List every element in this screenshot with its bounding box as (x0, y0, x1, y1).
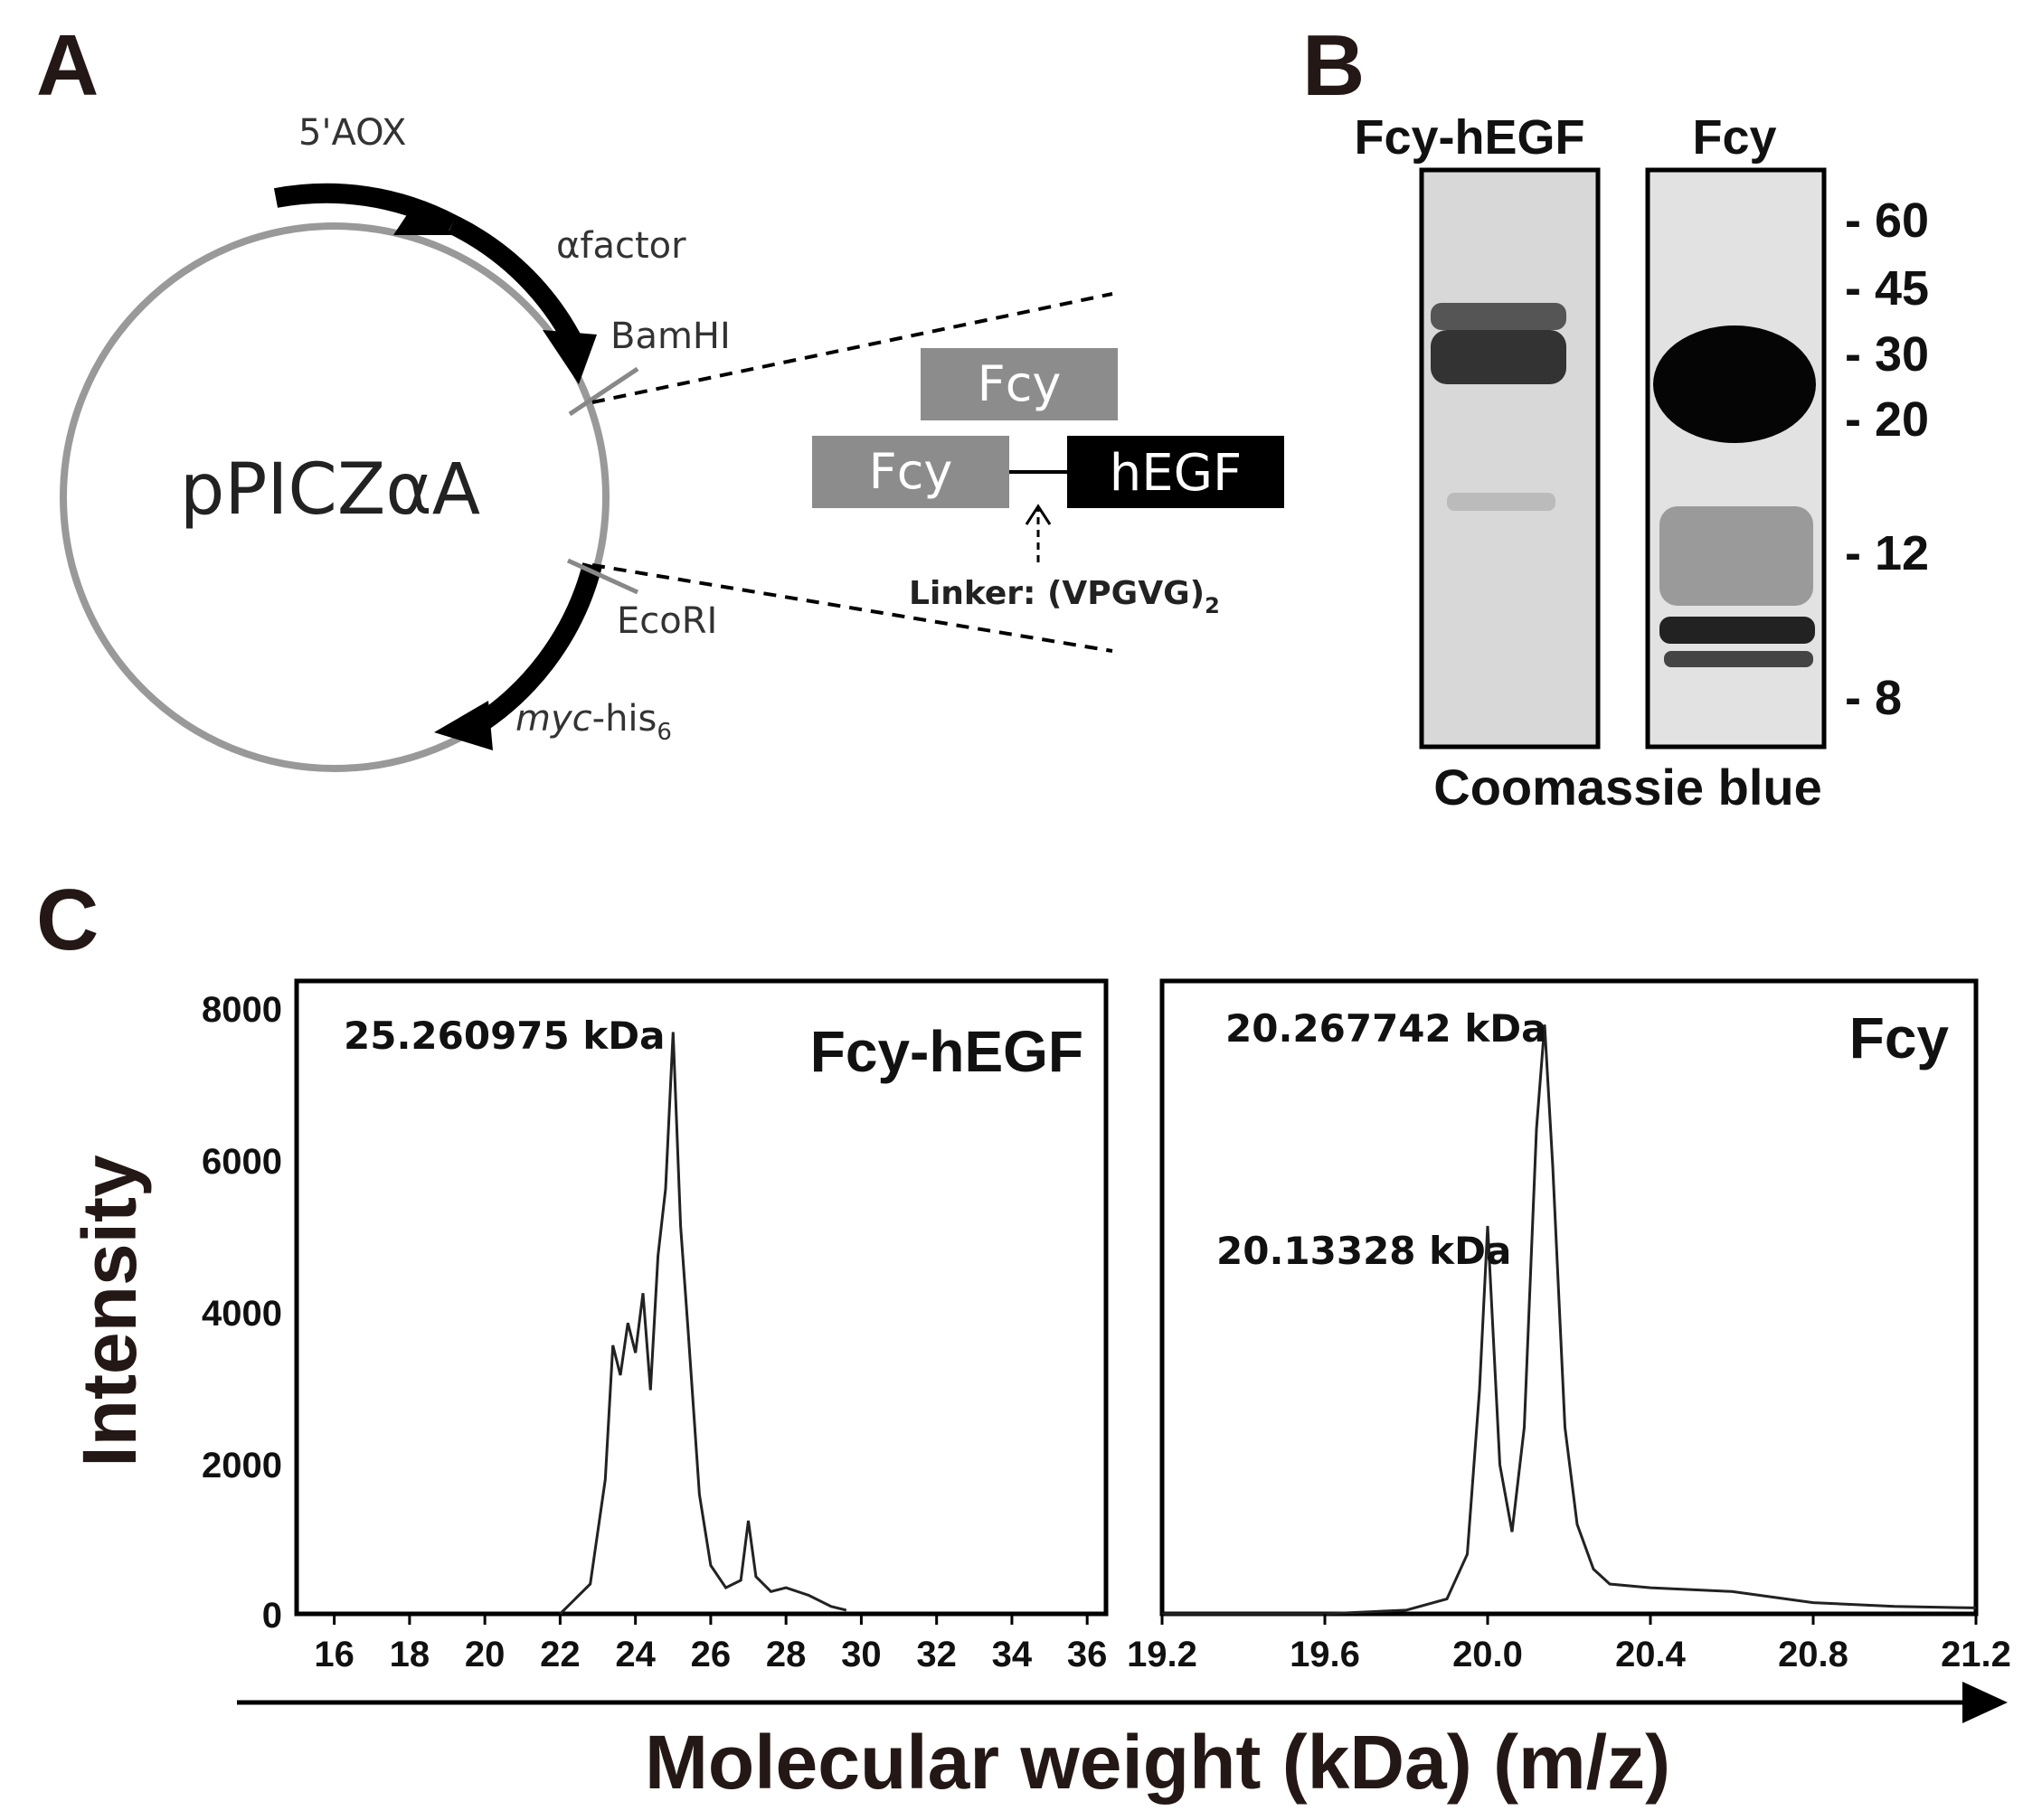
right-xtick-label: 21.2 (1941, 1635, 2011, 1674)
linker-sub: 2 (1205, 593, 1220, 618)
label-his-sub: 6 (657, 719, 672, 746)
label-ecori: EcoRI (617, 600, 717, 642)
right-xtick-label: 20.8 (1778, 1635, 1848, 1674)
gel-lane-1 (1419, 167, 1601, 750)
arrowhead-myc (434, 701, 493, 750)
band-lane2-main (1653, 325, 1816, 443)
right-annotation-main: 20.267742 kDa (1225, 1006, 1547, 1051)
plasmid-name: pPICZαA (180, 449, 480, 531)
left-xticks: 16 18 20 22 24 26 28 30 32 34 36 (314, 1614, 1107, 1674)
ytick-8000: 8000 (202, 990, 282, 1030)
linker-arrowhead (1025, 504, 1052, 525)
arrowhead-5aox (393, 208, 457, 235)
linker-label: Linker: (VPGVG)2 (909, 575, 1220, 618)
arc-5aox (273, 183, 458, 233)
label-5aox: 5'AOX (298, 112, 406, 154)
band-lane1-main (1431, 330, 1566, 384)
label-myc-his: myc-his6 (515, 698, 672, 746)
left-xtick-label: 16 (314, 1635, 354, 1674)
x-axis-arrowhead (1962, 1682, 2008, 1723)
box-hegf (1067, 436, 1284, 508)
left-xtick-label: 32 (916, 1635, 957, 1674)
left-xtick-label: 24 (615, 1635, 656, 1674)
ecori-tick (566, 558, 639, 595)
right-xtick-label: 19.2 (1127, 1635, 1197, 1674)
right-annotation-second: 20.13328 kDa (1216, 1229, 1511, 1273)
gel-lane-2 (1645, 167, 1827, 750)
left-xtick-label: 36 (1067, 1635, 1108, 1674)
ytick-4000: 4000 (202, 1294, 282, 1334)
left-plot-frame (294, 978, 1109, 1617)
x-axis-label: Molecular weight (kDa) (m/z) (645, 1720, 1670, 1805)
marker-8: - 8 (1845, 671, 1902, 725)
ytick-6000: 6000 (202, 1142, 282, 1182)
panel-b: B Fcy-hEGF Fcy - 60 - 45 - 30 - 20 - 12 … (1302, 17, 1929, 816)
panel-b-letter: B (1302, 17, 1365, 114)
band-lane1-faint (1447, 493, 1555, 511)
left-plot-title: Fcy-hEGF (810, 1019, 1083, 1084)
band-lane2-smear (1659, 506, 1813, 606)
label-bamhi: BamHI (610, 316, 731, 357)
linker-text: Linker: (VPGVG) (909, 575, 1205, 612)
panel-c: C Intensity 8000 6000 4000 2000 0 16 18 20… (36, 872, 2011, 1805)
box-hegf-label: hEGF (1110, 444, 1242, 503)
right-xtick-label: 19.6 (1290, 1635, 1360, 1674)
lane2-label: Fcy (1692, 110, 1776, 165)
marker-20: - 20 (1845, 392, 1929, 447)
gel-caption: Coomassie blue (1433, 759, 1821, 816)
right-xticks: 19.2 19.6 20.0 20.4 20.8 21.2 (1127, 1614, 2011, 1674)
label-myc: myc (515, 698, 592, 740)
ytick-2000: 2000 (202, 1446, 282, 1485)
right-xtick-label: 20.4 (1615, 1635, 1687, 1674)
panel-a-letter: A (36, 17, 99, 114)
zoom-line-top (591, 292, 1113, 404)
ytick-0: 0 (262, 1596, 282, 1636)
left-xtick-label: 34 (992, 1635, 1033, 1674)
left-xtick-label: 20 (465, 1635, 506, 1674)
band-lane2-lower2 (1664, 651, 1813, 667)
bamhi-tick (568, 366, 639, 417)
left-xtick-label: 26 (691, 1635, 732, 1674)
label-afactor: αfactor (556, 225, 686, 267)
box-fcy-top-label: Fcy (978, 355, 1062, 412)
left-xtick-label: 18 (390, 1635, 430, 1674)
right-xtick-label: 20.0 (1452, 1635, 1523, 1674)
panel-a: A pPICZαA 5'AOX αfactor BamHI EcoRI myc-… (36, 17, 1284, 772)
marker-30: - 30 (1845, 327, 1929, 382)
right-plot-trace (1162, 1024, 1977, 1616)
marker-12: - 12 (1845, 526, 1929, 580)
marker-60: - 60 (1845, 193, 1929, 248)
y-axis-label: Intensity (67, 1155, 152, 1467)
right-plot-title: Fcy (1849, 1005, 1950, 1070)
band-lane2-lower1 (1659, 617, 1815, 644)
left-xtick-label: 22 (540, 1635, 581, 1674)
box-fcy-bottom (812, 436, 1009, 508)
left-plot-trace (559, 1032, 847, 1616)
box-fcy-top (921, 348, 1118, 420)
left-xtick-label: 28 (766, 1635, 807, 1674)
plasmid-circle (60, 222, 610, 772)
zoom-line-bottom (591, 563, 1113, 653)
box-fcy-bottom-label: Fcy (869, 443, 953, 500)
right-plot-frame (1159, 978, 1979, 1617)
left-xtick-label: 30 (841, 1635, 882, 1674)
marker-45: - 45 (1845, 261, 1929, 316)
band-lane1-top (1431, 303, 1566, 330)
lane1-label: Fcy-hEGF (1354, 110, 1584, 165)
arrowhead-afactor (543, 330, 597, 384)
label-his: -his (592, 698, 657, 740)
left-plot-annotation: 25.260975 kDa (344, 1014, 666, 1058)
panel-c-letter: C (36, 872, 99, 968)
